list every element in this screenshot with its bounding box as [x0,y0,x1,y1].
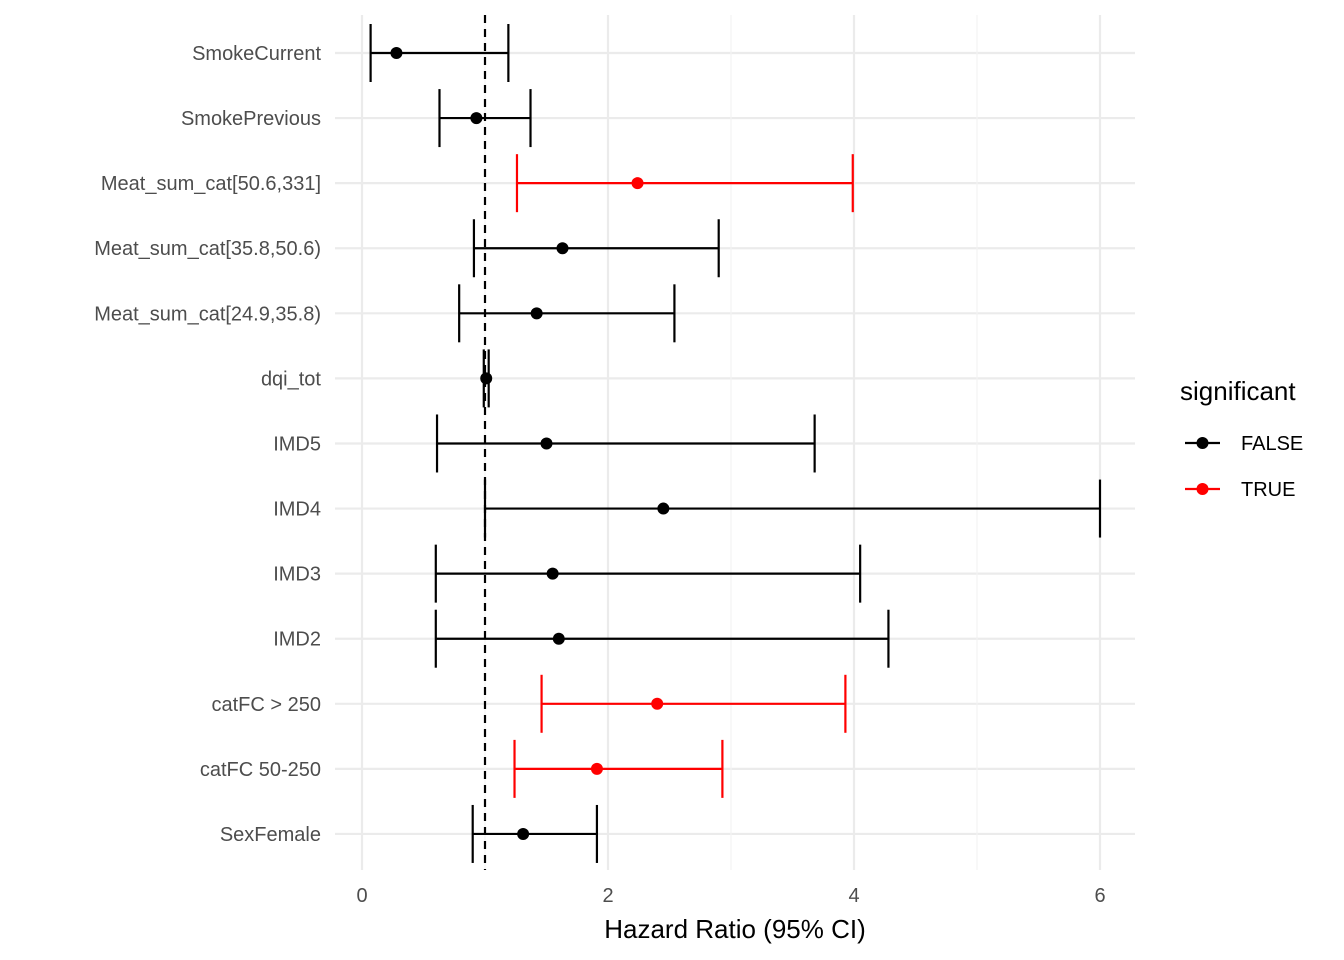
row-mark [369,24,510,82]
row-mark [471,804,599,863]
row-mark [434,609,890,668]
x-axis-labels: 0 2 4 6 [356,885,1105,907]
legend-key-point [1196,437,1209,449]
x-tick-label: 0 [356,885,367,907]
legend-title: significant [1180,376,1296,406]
hr-point [556,242,569,255]
y-tick-label: SmokeCurrent [192,43,321,65]
legend-entry: FALSE [1185,433,1303,455]
row-mark [435,414,816,473]
row-mark [515,154,854,213]
x-tick-label: 6 [1094,885,1105,907]
x-tick-label: 4 [848,885,859,907]
hr-point [631,177,644,190]
y-tick-label: SexFemale [220,824,321,846]
legend-entry: TRUE [1185,479,1295,501]
row-mark [472,219,720,278]
hr-point [540,437,553,450]
y-tick-label: IMD3 [273,564,321,586]
y-tick-label: Meat_sum_cat[24.9,35.8) [94,303,321,325]
legend-key-point [1196,483,1209,495]
legend-label: FALSE [1241,433,1303,455]
hr-point [651,697,664,710]
hr-point [552,632,565,645]
y-tick-label: Meat_sum_cat[50.6,331] [101,173,321,195]
y-tick-label: dqi_tot [261,368,321,390]
row-mark [513,739,724,798]
x-tick-label: 2 [602,885,613,907]
hr-point [590,762,603,775]
hr-point [517,827,530,840]
y-tick-label: catFC 50-250 [200,759,321,781]
legend: significant FALSE TRUE [1180,376,1303,501]
hr-point [390,47,403,59]
y-axis-labels: SmokeCurrent SmokePrevious Meat_sum_cat[50… [94,43,321,846]
hr-point [657,502,670,515]
hr-point [470,112,483,125]
hr-point [480,372,493,385]
row-mark [438,89,532,148]
y-tick-label: catFC > 250 [211,694,321,716]
row-mark [540,674,847,733]
y-tick-label: IMD4 [273,499,321,521]
y-tick-label: SmokePrevious [181,108,321,130]
y-tick-label: Meat_sum_cat[35.8,50.6) [94,238,321,260]
row-mark [458,284,676,343]
y-tick-label: IMD2 [273,629,321,651]
y-tick-label: IMD5 [273,433,321,455]
row-mark [483,479,1102,538]
row-mark [434,544,862,603]
row-mark [480,349,493,408]
x-axis-title: Hazard Ratio (95% CI) [604,914,866,944]
hr-point [546,567,559,580]
hr-point [530,307,543,320]
error-bars [369,24,1102,863]
legend-label: TRUE [1241,479,1295,501]
